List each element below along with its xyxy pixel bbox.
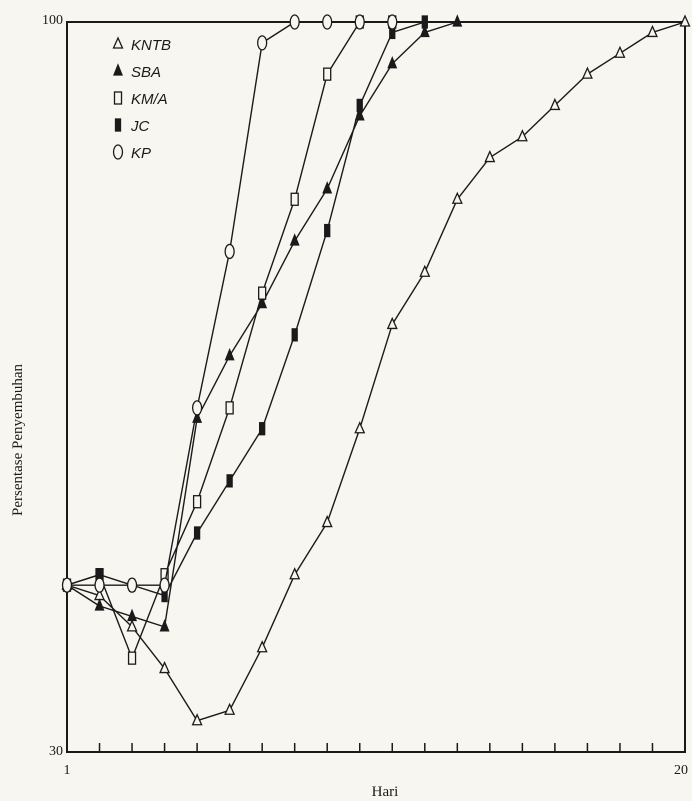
series-layer <box>61 14 691 726</box>
data-point-marker <box>94 577 105 593</box>
x-tick-label-end: 20 <box>674 763 688 778</box>
data-point-marker <box>387 14 398 30</box>
legend-item-sba: SBA <box>113 63 161 81</box>
data-point-marker <box>354 421 366 434</box>
data-point-marker <box>113 91 123 105</box>
legend-label: SBA <box>131 64 161 81</box>
data-point-marker <box>225 401 234 415</box>
data-point-marker <box>193 526 201 540</box>
legend-item-km-a: KM/A <box>113 91 168 108</box>
data-point-marker <box>258 286 267 300</box>
legend-item-jc: JC <box>114 118 150 135</box>
data-point-marker <box>126 577 138 593</box>
data-point-marker <box>291 328 298 342</box>
y-axis-label: Persentase Penyembuhan <box>10 363 26 516</box>
data-point-marker <box>322 181 333 194</box>
data-point-marker <box>549 97 561 111</box>
data-point-marker <box>61 577 73 593</box>
y-tick-label-top: 100 <box>42 13 63 28</box>
data-point-marker <box>94 598 105 611</box>
data-point-marker <box>321 514 333 528</box>
plot-frame <box>66 21 686 753</box>
data-point-marker <box>114 118 122 132</box>
data-point-marker <box>113 63 123 76</box>
series-line-sba <box>66 21 458 628</box>
data-point-marker <box>614 45 626 58</box>
legend-item-kntb: KNTB <box>112 36 171 54</box>
legend-label: KP <box>131 145 151 162</box>
series-kntb <box>61 14 691 726</box>
data-point-marker <box>387 55 398 69</box>
data-point-marker <box>224 702 236 715</box>
data-point-marker <box>419 264 431 277</box>
data-point-marker <box>323 67 332 81</box>
data-point-marker <box>356 98 363 113</box>
data-point-marker <box>224 243 235 260</box>
data-point-marker <box>159 619 170 632</box>
data-point-marker <box>159 660 171 674</box>
data-point-marker <box>322 14 333 30</box>
data-point-marker <box>354 14 365 30</box>
data-point-marker <box>191 713 203 726</box>
series-line-kntb <box>66 21 686 722</box>
data-point-marker <box>159 577 170 593</box>
x-axis-label: Hari <box>372 784 399 800</box>
data-point-marker <box>112 36 124 49</box>
data-point-marker <box>516 129 528 142</box>
data-point-marker <box>112 144 124 160</box>
data-point-marker <box>126 619 138 632</box>
data-point-marker <box>127 608 138 622</box>
legend-label: KNTB <box>131 37 171 54</box>
data-point-marker <box>421 15 428 29</box>
data-point-marker <box>386 316 398 330</box>
series-line-kp <box>67 21 393 586</box>
data-point-marker <box>259 422 266 436</box>
legend-label: JC <box>130 118 150 135</box>
data-point-marker <box>257 35 268 51</box>
series-km-a <box>62 15 397 665</box>
data-point-marker <box>226 474 233 488</box>
data-point-marker <box>224 347 235 361</box>
legend: KNTB SBA KM/A JC KP <box>112 36 171 162</box>
data-point-marker <box>191 400 203 416</box>
y-tick-label-bottom: 30 <box>49 744 63 759</box>
data-point-marker <box>452 14 463 27</box>
data-point-marker <box>192 495 202 509</box>
x-tick-label-start: 1 <box>64 763 71 778</box>
data-point-marker <box>679 14 691 27</box>
data-point-marker <box>451 191 463 204</box>
data-point-marker <box>127 651 137 665</box>
data-point-marker <box>646 24 658 38</box>
data-point-marker <box>256 640 268 653</box>
data-point-marker <box>484 149 496 163</box>
series-line-km-a <box>66 21 393 659</box>
series-jc <box>63 15 428 603</box>
data-point-marker <box>324 223 331 238</box>
series-kp <box>61 14 398 593</box>
data-point-marker <box>289 14 300 30</box>
series-line-jc <box>66 21 426 597</box>
data-point-marker <box>289 233 300 246</box>
legend-label: KM/A <box>131 91 168 108</box>
legend-item-kp: KP <box>112 144 151 162</box>
axes: 1 20 30 100 Hari Persentase Penyembuhan <box>10 13 688 800</box>
data-point-marker <box>419 24 430 38</box>
data-point-marker <box>581 66 593 79</box>
data-point-marker <box>289 567 301 580</box>
data-point-marker <box>290 192 299 206</box>
series-sba <box>62 14 463 632</box>
